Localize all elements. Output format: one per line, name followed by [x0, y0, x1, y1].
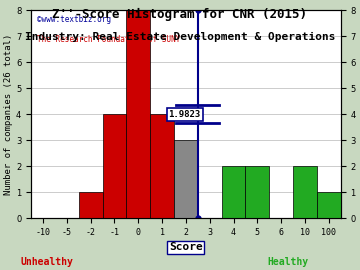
Text: Unhealthy: Unhealthy — [21, 257, 73, 267]
Bar — [222, 166, 246, 218]
X-axis label: Score: Score — [169, 242, 203, 252]
Bar — [150, 114, 174, 218]
Bar — [293, 166, 317, 218]
Bar — [79, 192, 103, 218]
Bar — [103, 114, 126, 218]
Text: ©www.textbiz.org: ©www.textbiz.org — [37, 15, 111, 23]
Y-axis label: Number of companies (26 total): Number of companies (26 total) — [4, 33, 13, 195]
Bar — [246, 166, 269, 218]
Text: 1.9823: 1.9823 — [168, 110, 201, 119]
Bar — [174, 140, 198, 218]
Bar — [126, 10, 150, 218]
Bar — [317, 192, 341, 218]
Text: The Research Foundation of SUNY: The Research Foundation of SUNY — [37, 35, 181, 44]
Text: Healthy: Healthy — [267, 257, 309, 267]
Text: Z''-Score Histogram for CNR (2015): Z''-Score Histogram for CNR (2015) — [53, 8, 307, 21]
Text: Industry: Real Estate Development & Operations: Industry: Real Estate Development & Oper… — [25, 32, 335, 42]
